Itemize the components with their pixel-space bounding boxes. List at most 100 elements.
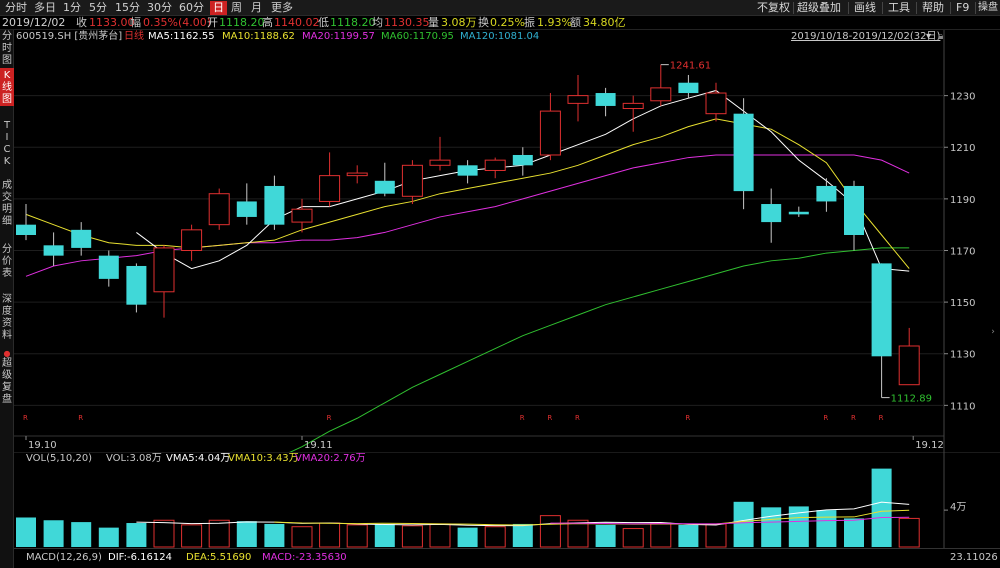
high-label: 高 (262, 16, 273, 29)
low-label: 1112.89 (891, 394, 932, 405)
candle (595, 87, 616, 117)
dif-label: DIF:-6.16124 (108, 552, 172, 563)
volume-ma-lines (136, 501, 948, 527)
amount-label: 额 (570, 16, 581, 29)
help-button[interactable]: 帮助 (922, 1, 944, 14)
candle-body (429, 159, 451, 166)
side-tab-deep-data[interactable]: 深度资料 (0, 292, 14, 346)
vma20-label: VMA20:2.76万 (295, 453, 366, 464)
dropdown-icon[interactable]: ▾ (926, 31, 932, 42)
macd-tick: 23.11026 (950, 552, 998, 563)
volume-bar (264, 523, 285, 547)
volume-bar (898, 517, 920, 548)
volume-bar (595, 524, 616, 547)
ma120-label: MA120:1081.04 (460, 31, 540, 42)
collapse-handle-icon[interactable]: › (991, 327, 995, 337)
candle (126, 263, 147, 313)
candle (512, 147, 533, 176)
candle-body (98, 255, 119, 279)
candle (153, 245, 175, 318)
tf-60min[interactable]: 60分 (179, 1, 204, 14)
y-tick-label: 1130 (950, 350, 975, 361)
ma60-line (289, 247, 910, 452)
candle-body (705, 92, 727, 115)
tf-5min[interactable]: 5分 (89, 1, 107, 14)
side-tab-label: 成交明细 (2, 180, 12, 227)
candle (181, 224, 203, 261)
y-tick-label: 1190 (950, 195, 975, 206)
side-tab-price-table[interactable]: 分价表 (0, 242, 14, 282)
volume-bar (16, 517, 36, 547)
tf-fenshi[interactable]: 分时 (5, 1, 27, 14)
open-value: 1118.20 (219, 16, 265, 29)
macd-value: MACD:-23.35630 (262, 552, 347, 563)
candle-body (788, 211, 809, 215)
candle (761, 188, 782, 243)
side-tab-tick[interactable]: TICK (0, 118, 14, 170)
candle (457, 160, 478, 184)
tf-30min[interactable]: 30分 (147, 1, 172, 14)
dea-label: DEA:5.51690 (186, 552, 252, 563)
ma5-line (136, 89, 910, 272)
r-marker: R (520, 414, 525, 422)
candle (733, 98, 754, 210)
ma60-label: MA60:1170.95 (381, 31, 454, 42)
y-axis-ticks: 1230 1210 1190 1170 1150 1130 1110 (944, 92, 975, 412)
x-tick-label: 19.12 (915, 440, 944, 451)
candle-body (208, 193, 230, 226)
ma20-label: MA20:1199.57 (302, 31, 375, 42)
side-tab-fenshi[interactable]: 分时图 (0, 30, 14, 66)
tf-multiday[interactable]: 多日 (34, 1, 56, 14)
volume-bar (567, 519, 589, 548)
tf-monthly[interactable]: 月 (251, 1, 262, 14)
tf-1min[interactable]: 1分 (63, 1, 81, 14)
candle-body (319, 175, 341, 202)
tf-15min[interactable]: 15分 (115, 1, 140, 14)
trade-button[interactable]: 操盘 (978, 2, 998, 13)
volume-chart[interactable]: 4万 (14, 452, 1000, 548)
x-axis-ticks: 19.10 19.11 19.12 (25, 436, 944, 451)
side-tab-replay[interactable]: ● 超级复盘 (0, 348, 14, 408)
volume-bar (126, 523, 147, 547)
tf-daily[interactable]: 日 (210, 1, 227, 15)
candle (429, 136, 451, 171)
ma5-label: MA5:1162.55 (148, 31, 215, 42)
side-tab-kline[interactable]: K线图 (0, 68, 14, 106)
lock-icon[interactable]: 🔒︎ (938, 31, 944, 42)
side-tab-label: TICK (3, 120, 11, 167)
candle-body (484, 159, 506, 171)
candle-body (374, 180, 395, 194)
volume-bars (16, 468, 920, 548)
volume-bar (236, 521, 257, 547)
candle (678, 74, 699, 99)
super-overlay-button[interactable]: 超级叠加 (797, 1, 841, 14)
tools-button[interactable]: 工具 (888, 1, 910, 14)
candle (484, 157, 506, 179)
draw-line-button[interactable]: 画线 (854, 1, 876, 14)
side-tab-trades[interactable]: 成交明细 (0, 178, 14, 230)
tf-more[interactable]: 更多 (271, 1, 293, 14)
no-adjust-button[interactable]: 不复权 (757, 1, 790, 14)
close-value: 1133.00 (89, 16, 135, 29)
volume-bar (71, 522, 92, 547)
tf-weekly[interactable]: 周 (231, 1, 242, 14)
candle (374, 162, 395, 197)
candle-body (457, 165, 478, 176)
candle (844, 180, 864, 251)
date-range-label[interactable]: 2019/10/18-2019/12/02(32日) (791, 31, 941, 42)
separator (882, 2, 883, 14)
vma20-line (550, 516, 910, 525)
r-marker: R (685, 414, 690, 422)
macd-legend: MACD(12,26,9) DIF:-6.16124 DEA:5.51690 M… (14, 548, 1000, 568)
volume-bar (539, 515, 561, 548)
volume-bar (98, 527, 119, 547)
volume-bar (622, 528, 644, 548)
candle-body (264, 185, 285, 225)
candle (401, 160, 423, 205)
volume-bar (346, 524, 368, 548)
r-marker: R (575, 414, 580, 422)
turnover-value: 0.25% (490, 16, 525, 29)
f9-button[interactable]: F9 (956, 1, 970, 14)
